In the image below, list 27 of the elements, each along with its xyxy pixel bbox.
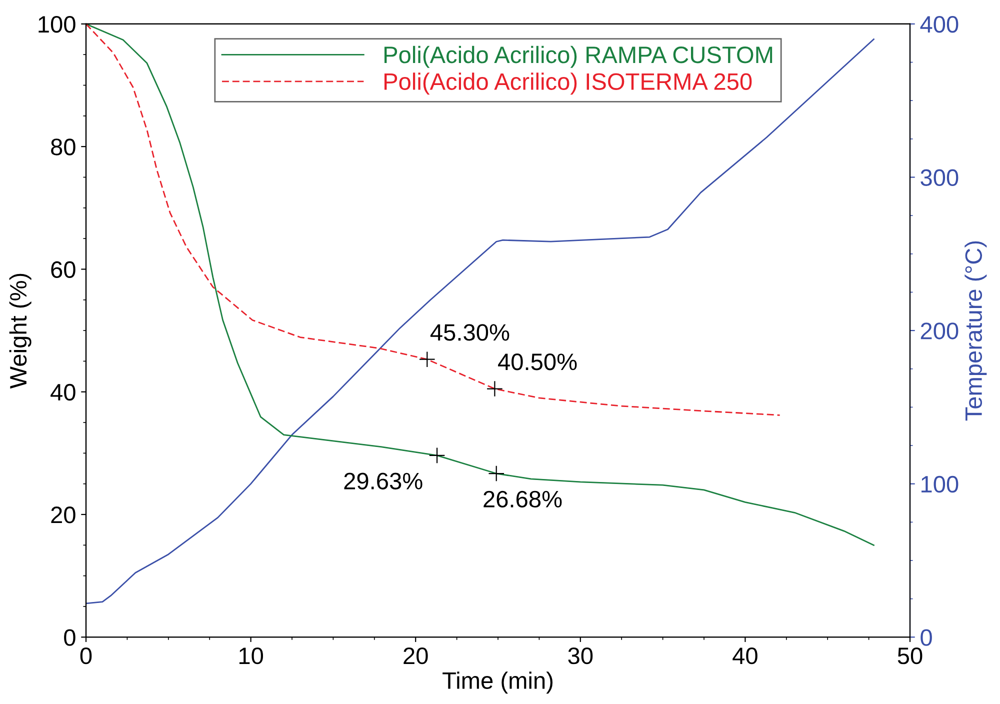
y-tick-label: 40 (50, 384, 76, 401)
annotation: 45.30% (430, 324, 510, 341)
line-series (86, 24, 781, 416)
x-tick-label: 50 (898, 647, 922, 664)
y-tick-label: 60 (51, 261, 76, 278)
y2-tick-label: 400 (920, 16, 958, 33)
x-tick-label: 20 (404, 647, 428, 664)
y2-tick-label: 300 (920, 169, 958, 186)
y2-tick-label: 0 (920, 629, 932, 646)
y-tick-label: 0 (64, 629, 76, 646)
annotation: 40.50% (498, 354, 577, 370)
text: Poli(Acido Acrilico) RAMPA CUSTOM (384, 46, 772, 68)
y2-axis-title: Temperature (°C) (964, 241, 987, 421)
x-axis-title: Time (min) (442, 672, 552, 694)
y-tick-label: 80 (51, 138, 76, 156)
x-tick-label: 40 (732, 647, 758, 664)
x-tick-label: 10 (239, 647, 264, 664)
annotation: 29.63% (344, 472, 422, 490)
y-tick-label: 20 (51, 506, 76, 524)
y-axis-title: Weight (%) (9, 274, 32, 389)
y2-tick-label: 100 (922, 476, 958, 493)
annotation: 26.68% (484, 490, 562, 508)
x-tick-label: 30 (568, 647, 593, 664)
x-tick-label: 0 (80, 647, 92, 664)
y-tick-label: 100 (38, 16, 76, 33)
y2-tick-label: 200 (920, 322, 958, 340)
text: Poli(Acido Acrilico) ISOTERMA 250 (384, 72, 752, 95)
